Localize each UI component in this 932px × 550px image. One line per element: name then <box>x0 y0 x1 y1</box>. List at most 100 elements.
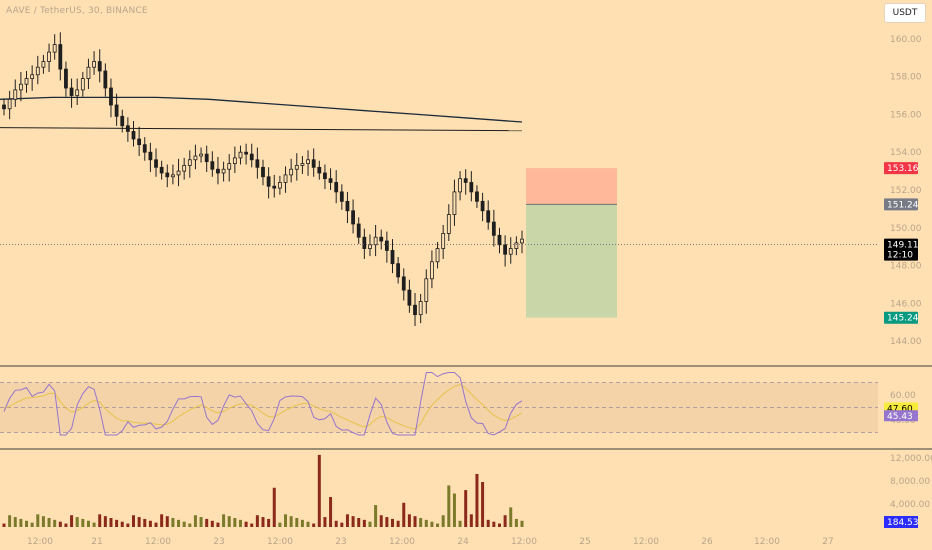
time-axis-tick-12: 12:00 <box>754 537 780 547</box>
candle-body-86 <box>486 210 491 223</box>
volume-bar-20 <box>115 519 119 527</box>
volume-bar-67 <box>379 515 383 527</box>
candle-body-13 <box>75 89 80 96</box>
candle-body-11 <box>64 68 68 89</box>
volume-bar-81 <box>458 520 462 527</box>
candle-body-79 <box>446 214 451 234</box>
candle-body-38 <box>216 168 220 174</box>
candle-body-89 <box>503 244 508 255</box>
volume-bar-40 <box>227 516 231 527</box>
candle-body-6 <box>35 66 40 76</box>
volume-bar-62 <box>351 516 355 527</box>
volume-bar-18 <box>103 516 107 527</box>
candle-body-77 <box>435 248 440 263</box>
candle-body-80 <box>452 191 457 215</box>
volume-bar-47 <box>267 518 271 527</box>
volume-bar-22 <box>126 523 130 527</box>
candle-body-51 <box>289 168 294 176</box>
volume-bar-57 <box>323 517 327 527</box>
candle-body-9 <box>52 44 57 53</box>
candle-body-53 <box>300 163 305 166</box>
candle-body-70 <box>396 263 401 278</box>
price-axis-tick-7: 146.00 <box>890 299 922 309</box>
volume-axis-tick-2: 4,000.00 <box>890 500 930 510</box>
candle-body-68 <box>384 240 389 251</box>
stop-loss-zone <box>526 168 617 205</box>
volume-bar-91 <box>514 518 518 527</box>
volume-bar-27 <box>154 522 158 527</box>
volume-bar-76 <box>430 521 434 527</box>
ma-line <box>0 96 523 123</box>
volume-bar-0 <box>2 523 6 527</box>
candle-body-26 <box>148 151 153 161</box>
volume-bar-63 <box>357 518 361 527</box>
candle-body-39 <box>221 168 226 174</box>
candle-body-60 <box>339 191 344 202</box>
volume-bar-29 <box>165 516 169 527</box>
volume-bar-46 <box>261 517 265 527</box>
price-axis-tick-4: 152.00 <box>890 186 922 196</box>
candle-body-32 <box>182 165 187 172</box>
candle-body-88 <box>497 234 502 246</box>
volume-bar-33 <box>188 523 192 527</box>
volume-axis-tick-1: 8,000.00 <box>890 477 930 487</box>
candle-body-46 <box>261 166 265 178</box>
volume-bar-36 <box>205 518 209 527</box>
candle-body-65 <box>368 244 372 249</box>
volume-bar-48 <box>272 487 276 527</box>
take-profit-zone <box>526 204 617 318</box>
candle-body-18 <box>103 70 108 89</box>
volume-bar-43 <box>244 521 248 527</box>
volume-bar-88 <box>497 523 501 527</box>
candle-body-29 <box>165 172 170 178</box>
rsi-ma-tag: 47.60 <box>887 405 913 415</box>
volume-bar-41 <box>233 518 237 527</box>
candle-body-1 <box>7 98 12 110</box>
candle-body-74 <box>418 301 423 316</box>
volume-bar-89 <box>503 515 507 527</box>
candle-body-71 <box>401 276 406 291</box>
candle-body-84 <box>475 191 479 202</box>
volume-bar-59 <box>334 520 338 527</box>
time-axis-tick-6: 12:00 <box>389 537 415 547</box>
candle-body-72 <box>407 289 412 306</box>
volume-axis-tick-0: 12,000.00 <box>890 454 932 464</box>
candle-body-61 <box>345 200 350 212</box>
candle-body-59 <box>334 182 339 193</box>
candle-body-27 <box>154 159 158 168</box>
volume-bar-74 <box>419 518 423 527</box>
volume-bar-69 <box>391 518 394 527</box>
volume-bar-50 <box>284 514 288 527</box>
candle-body-17 <box>97 61 102 72</box>
candle-body-35 <box>199 153 203 157</box>
volume-bar-28 <box>160 514 164 527</box>
volume-bar-25 <box>143 518 147 527</box>
volume-bar-42 <box>238 519 242 527</box>
candle-body-21 <box>120 115 125 127</box>
currency-button[interactable]: USDT <box>884 3 926 23</box>
time-axis-tick-2: 12:00 <box>145 537 171 547</box>
candle-body-19 <box>109 87 113 106</box>
volume-bar-39 <box>222 514 226 527</box>
time-axis-tick-7: 24 <box>457 537 469 547</box>
volume-bar-61 <box>345 514 349 527</box>
candle-body-33 <box>187 159 192 166</box>
candle-body-4 <box>24 78 29 85</box>
volume-bar-55 <box>312 523 316 527</box>
volume-bar-78 <box>441 515 445 527</box>
volume-bar-37 <box>210 520 214 527</box>
volume-bar-52 <box>295 518 299 527</box>
volume-bar-31 <box>177 519 181 527</box>
candle-body-73 <box>413 304 417 316</box>
volume-bar-60 <box>340 522 344 527</box>
last-price-tag: 149.11 <box>887 241 919 251</box>
volume-bar-14 <box>81 518 85 527</box>
candle-body-55 <box>311 159 316 168</box>
candle-body-22 <box>125 125 130 132</box>
candle-body-85 <box>480 200 485 212</box>
time-axis-tick-1: 21 <box>91 537 102 547</box>
rsi-value-tag: 45.43 <box>887 412 913 422</box>
volume-bar-3 <box>19 518 23 527</box>
candle-body-43 <box>244 151 249 155</box>
